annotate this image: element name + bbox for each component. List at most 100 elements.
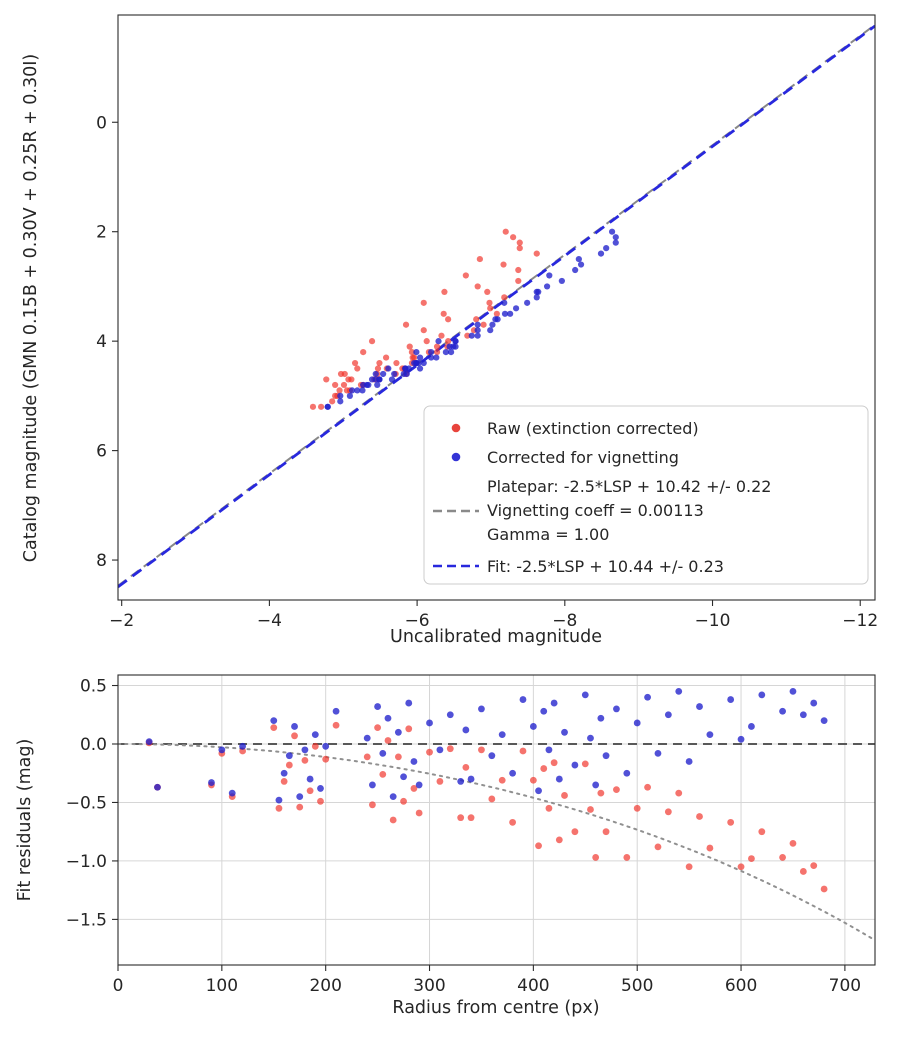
- corr-magnitude-point: [385, 365, 392, 372]
- y-tick-label: −1.0: [66, 852, 107, 872]
- raw-magnitude-point: [476, 255, 483, 263]
- corr-magnitude-point: [608, 228, 616, 235]
- x-tick-label: 300: [413, 976, 445, 996]
- raw-magnitude-point: [376, 359, 383, 367]
- corr-magnitude-point: [603, 245, 610, 252]
- raw-residual-point: [306, 787, 314, 795]
- raw-residual-point: [810, 862, 818, 870]
- raw-residual-point: [675, 789, 683, 797]
- corr-residual-point: [820, 717, 828, 725]
- corr-residual-point: [587, 734, 594, 742]
- raw-residual-point: [301, 756, 309, 764]
- raw-residual-point: [363, 753, 371, 761]
- corr-residual-point: [633, 719, 641, 727]
- corr-residual-point: [436, 746, 444, 754]
- raw-magnitude-point: [440, 310, 447, 317]
- top-yaxis-label: Catalog magnitude (GMN 0.15B + 0.30V + 0…: [21, 54, 41, 562]
- corr-magnitude-point: [612, 239, 619, 246]
- raw-residual-point: [400, 797, 407, 805]
- corr-residual-point: [239, 742, 247, 750]
- corr-magnitude-point: [442, 349, 450, 356]
- corr-residual-point: [789, 687, 797, 695]
- raw-residual-point: [597, 789, 605, 797]
- raw-magnitude-point: [351, 359, 359, 367]
- corr-residual-point: [550, 699, 558, 707]
- corr-residual-point: [296, 793, 304, 801]
- corr-magnitude-point: [368, 376, 376, 383]
- corr-residual-point: [311, 731, 319, 739]
- corr-residual-point: [400, 773, 407, 781]
- raw-residual-point: [332, 721, 340, 729]
- corr-magnitude-point: [468, 332, 475, 339]
- corr-residual-point: [462, 726, 470, 734]
- y-tick-label: −1.5: [66, 910, 107, 930]
- x-tick-label: 0: [113, 976, 124, 996]
- raw-magnitude-point: [360, 349, 367, 356]
- raw-residual-point: [654, 843, 662, 851]
- raw-residual-point: [535, 842, 542, 850]
- corr-residual-point: [405, 699, 413, 707]
- raw-magnitude-point: [402, 321, 410, 328]
- legend: Raw (extinction corrected) Corrected for…: [423, 405, 869, 585]
- raw-residual-point: [550, 759, 558, 767]
- corr-residual-point: [280, 769, 288, 777]
- raw-magnitude-point: [464, 332, 471, 339]
- corr-magnitude-point: [452, 343, 459, 350]
- raw-magnitude-point: [423, 338, 430, 345]
- corr-magnitude-point: [349, 387, 356, 394]
- corr-magnitude-point: [435, 338, 442, 345]
- corr-residual-point: [519, 696, 527, 703]
- corr-magnitude-point: [359, 387, 366, 394]
- raw-residual-point: [410, 785, 418, 792]
- corr-residual-point: [613, 705, 620, 713]
- corr-magnitude-point: [416, 354, 424, 361]
- legend-label-vignetting-coeff: Vignetting coeff = 0.00113: [487, 501, 704, 520]
- corr-residual-point: [332, 707, 340, 715]
- corr-magnitude-point: [372, 370, 379, 378]
- x-tick-label: −4: [257, 611, 282, 631]
- corr-residual-point: [597, 714, 605, 722]
- raw-magnitude-point: [343, 387, 351, 394]
- raw-magnitude-point: [317, 403, 325, 410]
- raw-residual-point: [633, 804, 641, 812]
- raw-magnitude-point: [336, 387, 343, 394]
- raw-magnitude-point: [408, 349, 416, 356]
- raw-residual-point: [779, 854, 786, 861]
- raw-residual-point: [285, 761, 293, 769]
- corr-residual-point: [623, 769, 631, 777]
- residuals-points-layer: [145, 687, 828, 893]
- corr-residual-point: [322, 742, 330, 750]
- corr-magnitude-point: [533, 294, 540, 301]
- corr-residual-point: [561, 728, 568, 736]
- corr-residual-point: [228, 789, 236, 797]
- y-tick-label: 4: [96, 332, 107, 352]
- corr-residual-point: [478, 705, 485, 713]
- corr-residual-point: [644, 693, 651, 701]
- raw-magnitude-point: [409, 354, 416, 361]
- corr-magnitude-point: [324, 403, 331, 410]
- corr-residual-point: [602, 752, 610, 760]
- raw-residual-point: [737, 863, 745, 871]
- corr-magnitude-point: [391, 370, 398, 378]
- legend-label-gamma: Gamma = 1.00: [487, 525, 609, 544]
- corr-residual-point: [799, 711, 807, 719]
- y-tick-label: 0.0: [80, 735, 107, 755]
- legend-label-raw: Raw (extinction corrected): [487, 419, 699, 438]
- x-tick-label: 200: [309, 976, 341, 996]
- raw-magnitude-point: [382, 354, 390, 361]
- corr-magnitude-point: [501, 310, 509, 317]
- raw-magnitude-point: [487, 305, 494, 312]
- y-tick-label: 2: [96, 223, 107, 243]
- raw-residual-point: [820, 885, 828, 893]
- raw-residual-point: [799, 868, 807, 875]
- raw-residual-point: [389, 816, 397, 824]
- raw-residual-point: [509, 818, 516, 826]
- raw-residual-point: [291, 732, 298, 740]
- raw-magnitude-point: [474, 283, 481, 290]
- corr-magnitude-point: [416, 365, 424, 372]
- raw-magnitude-point: [433, 343, 441, 350]
- y-tick-label: 8: [96, 551, 107, 571]
- corr-residual-point: [285, 752, 293, 760]
- corr-residual-point: [571, 761, 579, 769]
